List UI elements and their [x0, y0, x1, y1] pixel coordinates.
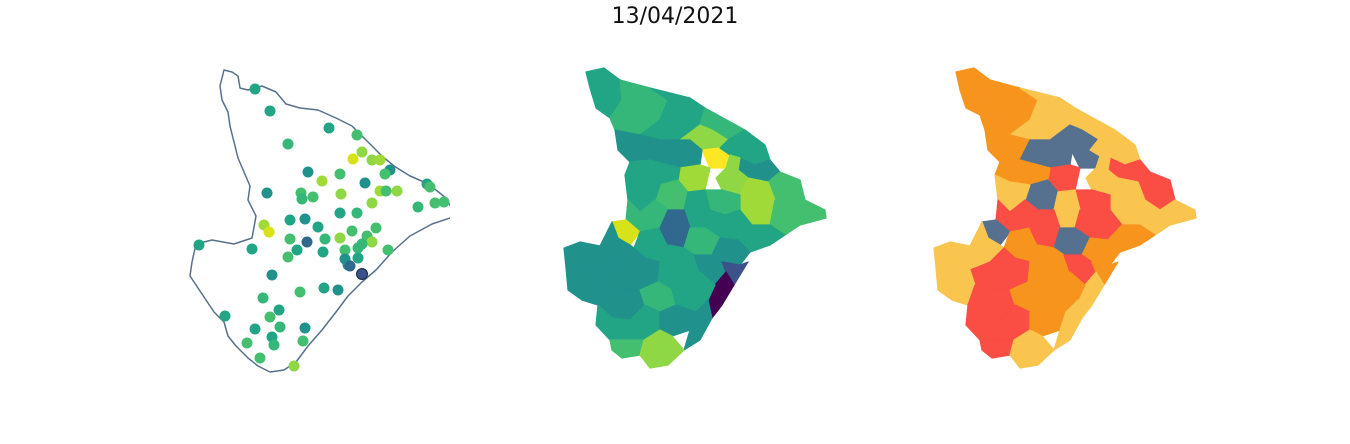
map-point [312, 221, 324, 233]
points-layer [193, 83, 450, 372]
map-point [359, 177, 371, 189]
map-point [261, 187, 273, 199]
viridis-regions [563, 67, 827, 369]
map-point [370, 222, 382, 234]
map-point [246, 243, 258, 255]
map-point [334, 168, 346, 180]
map-point [273, 304, 285, 316]
municipality-region [683, 299, 713, 351]
point-map-panel [189, 69, 450, 373]
municipality-region [721, 261, 749, 286]
map-point [316, 175, 328, 187]
map-point [366, 154, 378, 166]
map-point [379, 168, 391, 180]
map-point [299, 322, 311, 334]
map-point [266, 269, 278, 281]
map-point [346, 225, 358, 237]
map-point [282, 138, 294, 150]
map-point [352, 252, 364, 264]
map-point [351, 129, 363, 141]
map-point [307, 191, 319, 203]
map-point [424, 181, 436, 193]
map-point [284, 233, 296, 245]
map-point [249, 83, 261, 95]
map-point [356, 268, 368, 280]
municipality-region [639, 329, 685, 369]
figure-title: 13/04/2021 [611, 4, 739, 29]
map-point [366, 236, 378, 248]
map-point [301, 236, 313, 248]
map-point [438, 196, 450, 208]
map-point [241, 337, 253, 349]
map-point [351, 207, 363, 219]
choropleth-viridis-panel [563, 67, 827, 369]
map-point [193, 239, 205, 251]
map-point [334, 207, 346, 219]
map-point [380, 185, 392, 197]
map-point [294, 286, 306, 298]
municipality-region [979, 339, 1015, 359]
map-point [339, 244, 351, 256]
municipality-region [1053, 299, 1083, 351]
map-point [299, 213, 311, 225]
map-point [291, 244, 303, 256]
state-outline [189, 69, 450, 373]
map-point [332, 284, 344, 296]
map-point [374, 154, 386, 166]
map-point [288, 360, 300, 372]
map-point [412, 201, 424, 213]
map-point [356, 238, 368, 250]
map-point [297, 335, 309, 347]
map-point [257, 292, 269, 304]
risk-regions [933, 67, 1197, 369]
map-point [429, 197, 441, 209]
map-point [317, 246, 329, 258]
map-point [219, 310, 231, 322]
map-point [268, 339, 280, 351]
map-point [347, 153, 359, 165]
map-point [366, 197, 378, 209]
municipality-region [609, 339, 645, 359]
map-point [282, 251, 294, 263]
municipality-region [1091, 261, 1119, 286]
map-point [249, 323, 261, 335]
municipality-region [1009, 329, 1055, 369]
municipality-region [1139, 199, 1197, 236]
map-point [391, 185, 403, 197]
map-point [264, 105, 276, 117]
choropleth-risk-panel [933, 67, 1197, 369]
map-point [356, 146, 368, 158]
map-point [323, 122, 335, 134]
map-point [344, 260, 356, 272]
map-point [284, 214, 296, 226]
municipality-region [935, 267, 976, 306]
municipality-region [769, 199, 827, 236]
map-point [263, 226, 275, 238]
map-point [334, 232, 346, 244]
map-point [296, 193, 308, 205]
map-point [254, 352, 266, 364]
map-point [302, 166, 314, 178]
map-point [319, 233, 331, 245]
map-point [274, 321, 286, 333]
map-point [335, 188, 347, 200]
map-point [318, 282, 330, 294]
municipality-region [565, 267, 606, 306]
map-point [382, 244, 394, 256]
map-point [264, 311, 276, 323]
